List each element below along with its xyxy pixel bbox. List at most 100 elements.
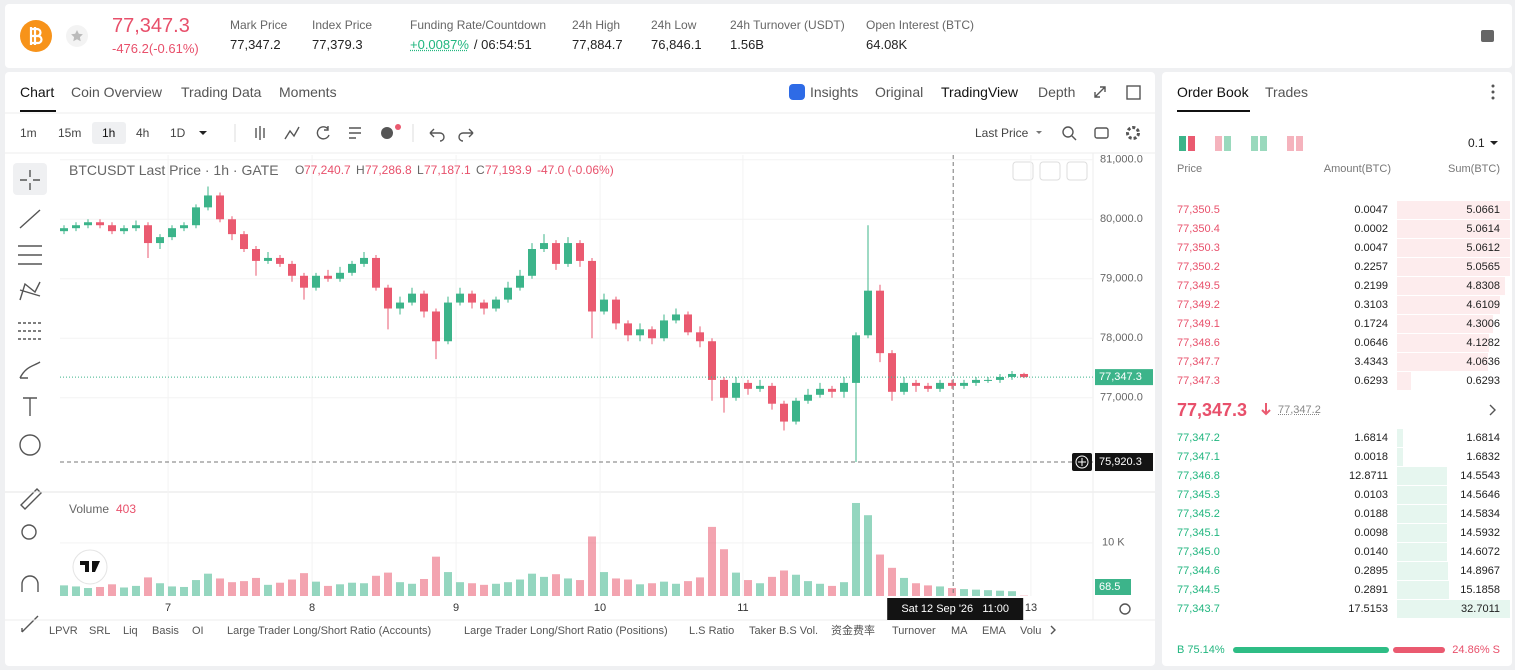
x-tick-label: 11 — [737, 602, 748, 614]
replay[interactable] — [316, 126, 330, 140]
window[interactable] — [1126, 85, 1141, 100]
indicator[interactable]: Large Trader Long/Short Ratio (Positions… — [464, 625, 668, 637]
alerts[interactable] — [381, 127, 393, 139]
indicator[interactable]: L.S Ratio — [689, 625, 735, 637]
templates[interactable] — [349, 127, 361, 139]
volume-bar — [360, 583, 368, 596]
candle-body — [816, 388, 824, 395]
volume-bar — [960, 589, 968, 596]
scroll-right[interactable] — [1050, 625, 1056, 635]
candle-body — [288, 263, 296, 276]
indicators[interactable] — [284, 126, 300, 140]
interval[interactable]: 1m — [20, 126, 37, 140]
interval[interactable]: 4h — [136, 126, 150, 140]
candle-body — [372, 257, 380, 288]
depth-bar — [1397, 581, 1450, 599]
book-sum: 4.0636 — [1466, 356, 1500, 368]
indicator[interactable]: Turnover — [892, 625, 936, 637]
candle-type[interactable] — [255, 126, 265, 140]
candle-body — [360, 257, 368, 264]
depth-bar — [1397, 448, 1403, 466]
search[interactable] — [1062, 126, 1074, 138]
volume-bar — [1008, 591, 1016, 596]
tool-pencil — [21, 615, 39, 633]
candle-body — [120, 228, 128, 232]
book-tab[interactable]: Trades — [1265, 84, 1309, 100]
candle-body — [576, 243, 584, 261]
candle-body — [972, 379, 980, 383]
volume-bar — [504, 582, 512, 596]
view-tab[interactable]: Original — [875, 84, 924, 100]
book-sum: 5.0612 — [1466, 242, 1500, 254]
book-price: 77,349.5 — [1177, 280, 1220, 292]
indicator[interactable]: LPVR — [49, 625, 78, 637]
volume-bar — [672, 583, 680, 596]
redo[interactable] — [458, 128, 474, 142]
vol-tick-label: 10 K — [1102, 537, 1125, 549]
interval[interactable]: 1h — [102, 126, 116, 140]
drawing-tools[interactable] — [13, 163, 47, 633]
field-label: 24h High — [572, 18, 621, 32]
volume-bar — [372, 575, 380, 596]
volume-bar — [324, 585, 332, 596]
depth-bar — [1397, 296, 1500, 314]
indicator[interactable]: EMA — [982, 625, 1006, 637]
chart-tab[interactable]: Chart — [20, 84, 55, 100]
indicator[interactable]: 资金费率 — [831, 625, 875, 637]
book-sum: 15.1858 — [1460, 584, 1500, 596]
indicator[interactable]: Large Trader Long/Short Ratio (Accounts) — [227, 625, 432, 637]
volume-bar — [180, 586, 188, 596]
candle-body — [840, 382, 848, 392]
chart-tab[interactable]: Moments — [279, 84, 337, 100]
header-icon[interactable] — [1481, 30, 1494, 42]
book-sum: 32.7011 — [1461, 603, 1500, 615]
book-amount: 17.5153 — [1348, 603, 1388, 615]
volume-bar — [516, 579, 524, 596]
indicator[interactable]: Taker B.S Vol. — [749, 625, 819, 637]
icon — [1260, 136, 1267, 151]
view-tab[interactable]: Depth — [1038, 84, 1076, 100]
snapshot[interactable] — [1094, 127, 1109, 139]
price-source[interactable]: Last Price — [975, 126, 1029, 140]
precision[interactable]: 0.1 — [1468, 136, 1485, 150]
indicator[interactable]: MA — [951, 625, 968, 637]
interval[interactable]: 1D — [170, 126, 186, 140]
caret — [199, 131, 207, 135]
x-tick-label: 9 — [453, 602, 459, 614]
depth-bar — [1397, 505, 1448, 523]
fullscreen[interactable] — [1094, 86, 1106, 98]
icons — [5, 20, 1498, 635]
indicator[interactable]: Basis — [152, 625, 179, 637]
settings[interactable] — [1126, 126, 1140, 140]
volume-bar — [852, 502, 860, 596]
indicator[interactable]: OI — [192, 625, 204, 637]
indicator[interactable]: SRL — [89, 625, 111, 637]
view-tab[interactable]: Insights — [810, 84, 859, 100]
more[interactable] — [1491, 84, 1495, 88]
candle-body — [108, 225, 116, 232]
layout-icons[interactable] — [1179, 136, 1303, 151]
ohlc-change: -47.0 (-0.06%) — [537, 163, 614, 177]
interval[interactable]: 15m — [58, 126, 82, 140]
book-sum: 14.5834 — [1460, 508, 1500, 520]
chart-tab[interactable]: Coin Overview — [71, 84, 163, 100]
candle-body — [240, 234, 248, 250]
axis-settings[interactable] — [1119, 603, 1131, 615]
book-sum: 4.8308 — [1466, 280, 1500, 292]
chart-btn[interactable] — [1039, 161, 1061, 181]
undo[interactable] — [429, 128, 445, 142]
volume-bar — [72, 586, 80, 596]
chart-btn[interactable] — [1012, 161, 1034, 181]
indicator[interactable]: Volu — [1020, 625, 1042, 637]
book-tab[interactable]: Order Book — [1177, 84, 1249, 100]
candle-body — [660, 320, 668, 339]
chart-tab[interactable]: Trading Data — [181, 84, 262, 100]
indicator[interactable]: Liq — [123, 625, 138, 637]
chevron[interactable] — [1489, 404, 1496, 416]
col-amount: Amount(BTC) — [1323, 163, 1391, 175]
tv-logo[interactable] — [72, 549, 108, 585]
chart-btn[interactable] — [1066, 161, 1088, 181]
volume-bar — [600, 572, 608, 596]
ohlc-value: 77,286.8 — [365, 163, 412, 177]
view-tab[interactable]: TradingView — [941, 84, 1019, 100]
